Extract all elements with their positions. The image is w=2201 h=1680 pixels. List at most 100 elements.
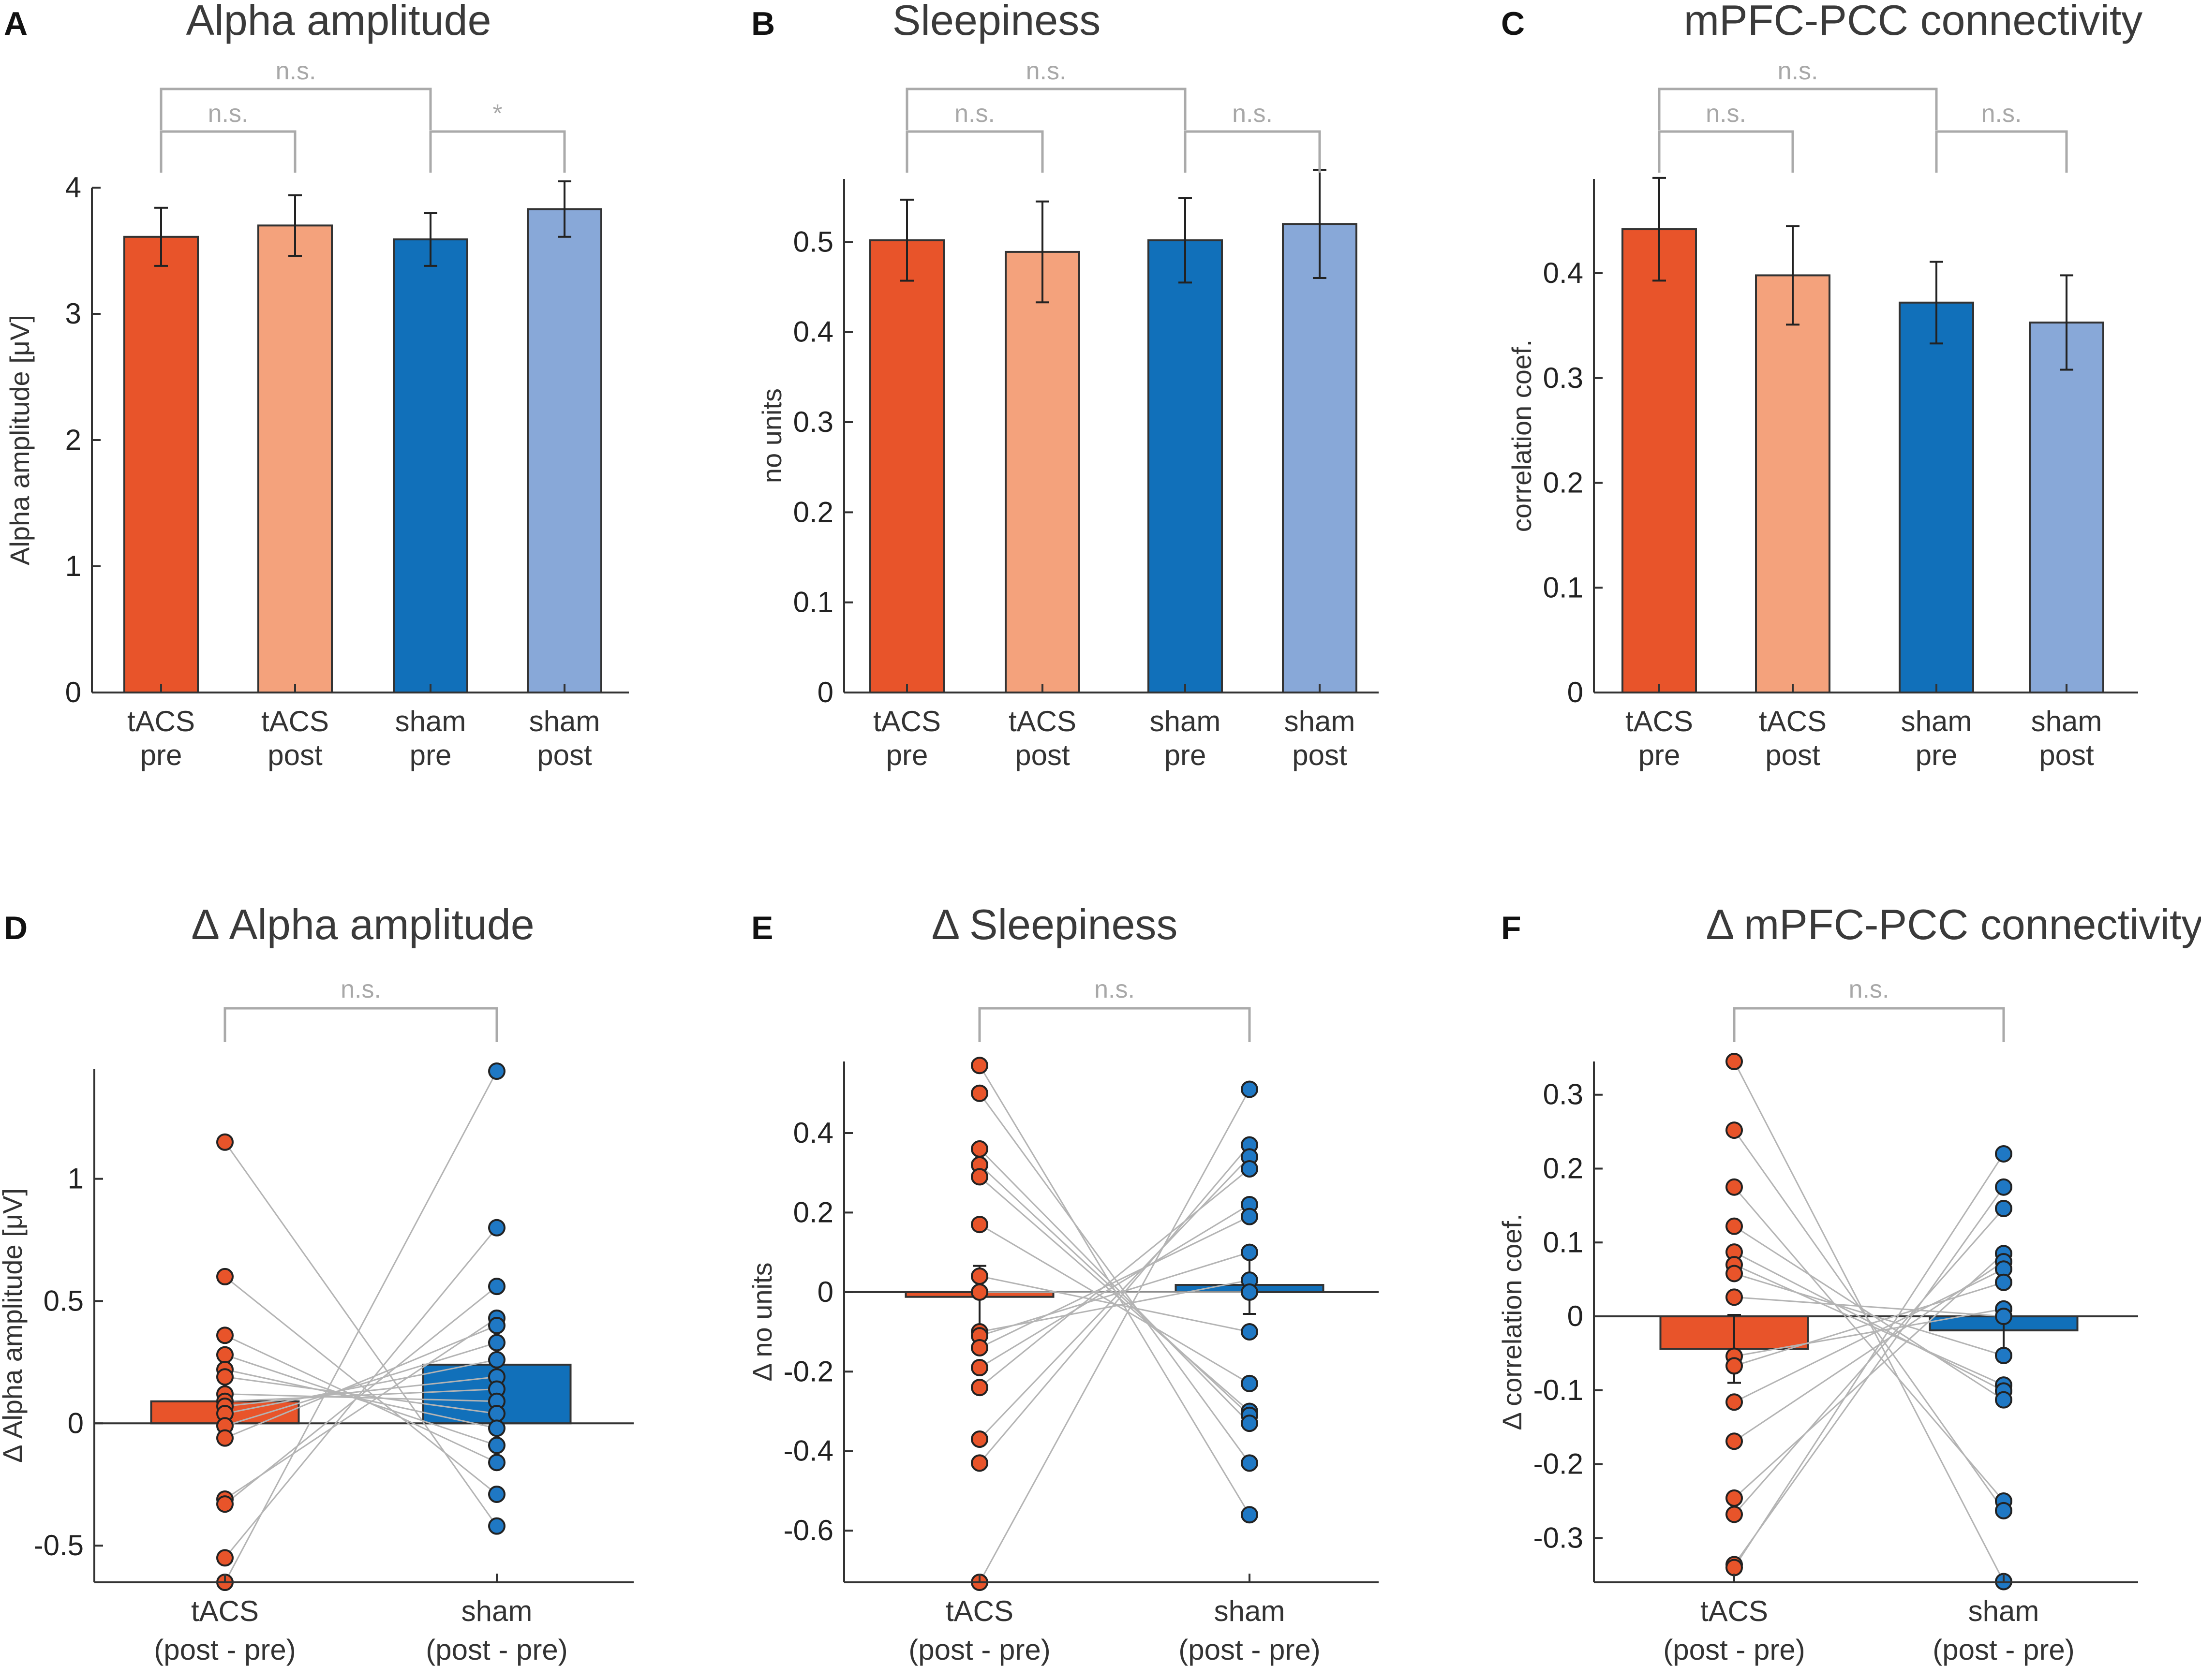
tacs-data-point: [1725, 1288, 1743, 1306]
pair-line: [224, 1071, 498, 1583]
pair-line: [224, 1369, 497, 1429]
x-tick-label: post: [537, 739, 592, 771]
x-tick-label: sham: [529, 705, 600, 737]
x-tick-label: tACS: [946, 1595, 1013, 1627]
pair-line: [224, 1341, 497, 1427]
panel-letter: E: [751, 910, 773, 946]
significance-label: n.s.: [1849, 975, 1889, 1003]
tacs-data-point: [1725, 1432, 1743, 1450]
pair-line: [1733, 1186, 2005, 1502]
y-axis-label: Alpha amplitude [μV]: [4, 315, 35, 565]
bar: [1755, 274, 1830, 693]
y-tick-label: -0.4: [784, 1435, 833, 1467]
sham-data-point: [488, 1062, 506, 1080]
sham-data-point: [1241, 1415, 1258, 1432]
sham-data-point: [1241, 1506, 1258, 1524]
y-tick-label: 0.4: [1543, 257, 1583, 289]
y-tick-label: 0.1: [1543, 1226, 1583, 1258]
x-tick-label: (post - pre): [1663, 1634, 1805, 1666]
tacs-data-point: [971, 1359, 988, 1377]
bar: [1621, 228, 1697, 693]
pair-line: [1733, 1186, 2005, 1565]
x-tick-label: tACS: [1759, 705, 1827, 737]
x-tick-label: pre: [1164, 739, 1206, 771]
significance-bracket: [223, 1007, 498, 1042]
significance-label: n.s.: [1232, 100, 1273, 128]
panel-f: F Δ mPFC-PCC connectivity -0.3 -0.2 -0.1 0 0.1…: [1497, 900, 2201, 1666]
bar: [2029, 321, 2104, 693]
y-tick-label: 0: [818, 676, 833, 708]
tacs-data-point: [1725, 1178, 1743, 1196]
y-axis-label: no units: [757, 388, 787, 483]
y-tick-label: 0.3: [1543, 362, 1583, 394]
pair-line: [1734, 1225, 2004, 1400]
y-tick-label: 0: [1567, 676, 1583, 708]
x-tick-label: (post - pre): [154, 1634, 296, 1666]
sham-data-point: [488, 1351, 506, 1369]
y-axis-label: Δ correlation coef.: [1497, 1213, 1527, 1430]
y-tick-label: -0.1: [1533, 1374, 1583, 1406]
significance-label: n.s.: [208, 100, 249, 128]
significance-label: n.s.: [1981, 100, 2022, 128]
pair-line: [224, 1376, 497, 1407]
sham-data-point: [1241, 1208, 1258, 1225]
significance-bracket: [160, 88, 432, 130]
pair-line: [1733, 1130, 2005, 1511]
sham-data-point: [1995, 1200, 2012, 1218]
sham-data-point: [488, 1454, 506, 1472]
y-tick-label: 0: [1567, 1300, 1583, 1332]
y-tick-label: 0.3: [1543, 1078, 1583, 1111]
y-tick-label: 1: [68, 1163, 84, 1195]
tacs-data-point: [1725, 1265, 1743, 1282]
x-tick-label: tACS: [191, 1595, 259, 1627]
panel-title: Δ Sleepiness: [932, 900, 1178, 948]
x-tick-label: post: [1015, 739, 1070, 771]
tacs-data-point: [971, 1140, 988, 1158]
y-tick-label: 0.2: [1543, 1152, 1583, 1185]
significance-label: *: [492, 100, 502, 128]
significance-bracket: [1658, 130, 1794, 173]
pair-line: [1734, 1273, 2004, 1356]
pair-line: [979, 1279, 1250, 1333]
sham-data-point: [488, 1485, 506, 1503]
significance-label: n.s.: [1778, 57, 1818, 85]
bar: [869, 239, 945, 693]
panel-title: Δ Alpha amplitude: [191, 900, 534, 948]
x-tick-label: (post - pre): [1933, 1634, 2074, 1666]
panel-b: B Sleepiness00.10.20.30.40.5tACSpretACSpo…: [751, 0, 1379, 771]
significance-label: n.s.: [341, 975, 381, 1003]
bar: [527, 208, 602, 693]
sham-data-point: [1241, 1243, 1258, 1261]
panel-title: Sleepiness: [892, 0, 1101, 44]
sham-data-point: [1995, 1178, 2012, 1196]
tacs-data-point: [216, 1368, 234, 1386]
tacs-data-point: [216, 1326, 234, 1344]
y-tick-label: 2: [65, 424, 81, 456]
tacs-data-point: [216, 1495, 234, 1513]
significance-label: n.s.: [1706, 100, 1746, 128]
y-tick-label: 0.5: [44, 1284, 84, 1317]
significance-bracket: [160, 130, 297, 173]
sham-data-point: [488, 1317, 506, 1334]
significance-label: n.s.: [1026, 57, 1067, 85]
x-tick-label: pre: [1638, 739, 1680, 771]
x-tick-label: sham: [1150, 705, 1221, 737]
x-tick-label: post: [1765, 739, 1820, 771]
sham-data-point: [1241, 1080, 1258, 1098]
x-tick-label: post: [1292, 739, 1347, 771]
y-tick-label: 3: [65, 297, 81, 330]
panel-title: Alpha amplitude: [186, 0, 491, 44]
tacs-data-point: [971, 1430, 988, 1448]
bar: [123, 236, 199, 694]
pair-line: [1733, 1153, 2005, 1568]
tacs-data-point: [1725, 1393, 1743, 1411]
significance-bracket: [429, 130, 566, 173]
sham-data-point: [1995, 1273, 2012, 1291]
tacs-data-point: [1725, 1357, 1743, 1375]
tacs-data-point: [1725, 1559, 1743, 1577]
significance-bracket: [906, 88, 1187, 130]
y-tick-label: 0: [68, 1407, 84, 1439]
panel-letter: A: [4, 5, 28, 42]
y-tick-label: 0.4: [793, 316, 833, 348]
pair-line: [979, 1252, 1250, 1337]
